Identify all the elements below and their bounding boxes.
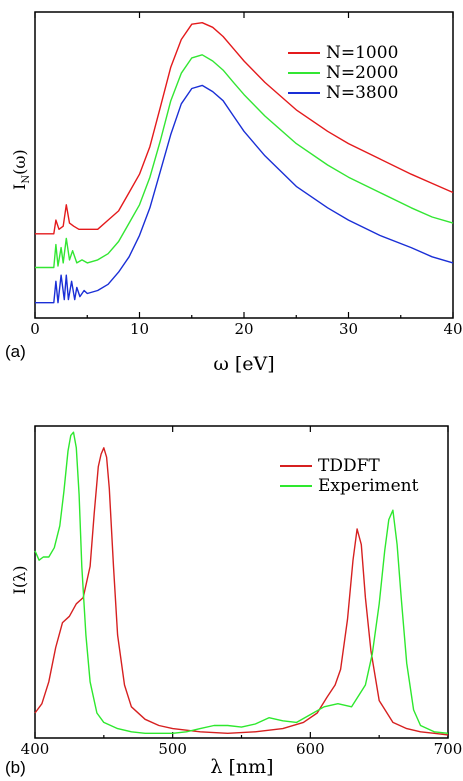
x-tick-label: 500 — [158, 740, 187, 758]
series-line-experiment — [34, 431, 449, 734]
panel-a-ylabel-sub: N — [21, 175, 32, 184]
legend-label: N=1000 — [326, 43, 398, 63]
x-tick-label: 400 — [21, 740, 50, 758]
panel-a: 0 10 20 30 40 IN(ω) ω [eV] (a) N=1000N=2000N… — [5, 11, 463, 375]
legend-label: TDDFT — [318, 456, 380, 476]
panel-b-axes-frame — [34, 425, 449, 739]
panel-a-ylabel-tail: (ω) — [10, 149, 29, 175]
series-line-n-2000 — [35, 54, 454, 269]
panel-b: 400 500 600 700 I(λ) λ [nm] (b) TDDFTExperi… — [5, 425, 463, 778]
panel-a-ticks: 0 10 20 30 40 — [30, 12, 463, 338]
panel-b-series — [34, 431, 449, 736]
panel-a-ylabel-main: I — [10, 184, 29, 190]
x-tick-label: 10 — [130, 320, 149, 338]
x-tick-label: 40 — [443, 320, 462, 338]
x-tick-label: 600 — [296, 740, 325, 758]
legend-label: N=3800 — [326, 83, 398, 103]
panel-b-tag: (b) — [5, 758, 26, 777]
legend-label: N=2000 — [326, 63, 398, 83]
x-tick-label: 700 — [434, 740, 463, 758]
series-line-n-1000 — [35, 22, 454, 235]
panel-a-series — [35, 22, 454, 304]
x-tick-label: 30 — [339, 320, 358, 338]
x-tick-label: 20 — [234, 320, 253, 338]
panel-a-xlabel: ω [eV] — [213, 353, 274, 375]
panel-b-ticks: 400 500 600 700 — [21, 426, 463, 758]
panel-a-ylabel: IN(ω) — [10, 149, 32, 190]
panel-a-tag: (a) — [5, 342, 26, 361]
legend-label: Experiment — [318, 476, 419, 496]
panel-b-ylabel: I(λ) — [10, 566, 29, 595]
series-line-n-3800 — [35, 84, 454, 304]
panel-b-xlabel: λ [nm] — [210, 756, 273, 778]
x-tick-label: 0 — [30, 320, 40, 338]
